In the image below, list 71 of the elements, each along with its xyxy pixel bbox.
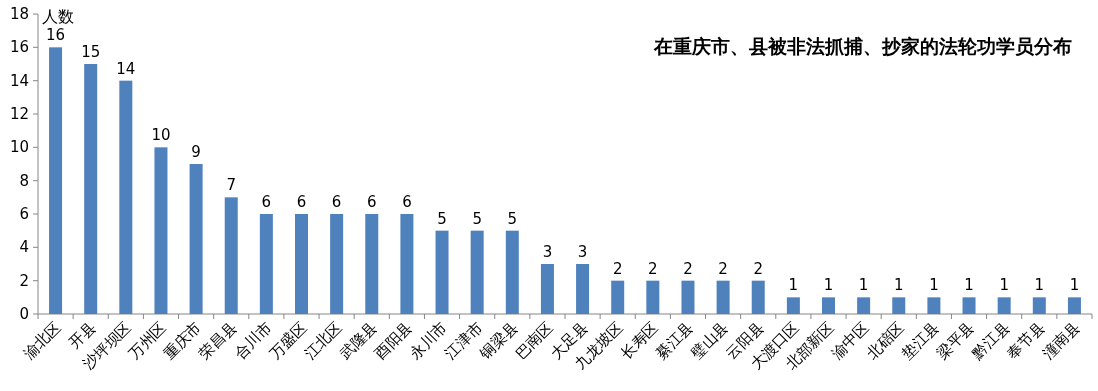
bar [154,147,168,314]
data-label: 6 [366,193,377,211]
data-label: 1 [929,276,939,295]
y-tick-label: 8 [19,171,29,190]
data-label: 1 [858,276,869,295]
bar [295,214,308,314]
y-tick-label: 12 [9,105,29,123]
y-tick-label: 2 [19,271,29,290]
data-label: 15 [81,43,101,61]
data-label: 9 [191,143,201,161]
bar [786,297,800,314]
data-label: 3 [577,243,588,261]
bar [224,197,238,314]
bar [997,297,1011,314]
data-label: 1 [999,276,1009,295]
bar [400,214,414,314]
data-label: 7 [226,176,237,195]
bar [1032,297,1046,314]
bar [540,264,554,314]
bar [892,297,906,314]
data-label: 6 [331,193,342,211]
bar [962,297,976,314]
data-label: 16 [46,26,66,45]
y-tick-label: 18 [9,5,29,23]
bar [49,47,63,314]
bar [1067,297,1081,314]
data-label: 6 [402,193,412,211]
y-tick-label: 10 [9,138,29,157]
bar [611,280,625,314]
bar [716,280,730,314]
data-label: 1 [893,276,904,295]
bar [189,164,203,314]
data-label: 6 [261,193,272,211]
data-label: 1 [964,276,974,295]
y-axis-title: 人数 [42,7,74,26]
data-label: 6 [296,193,307,211]
y-tick-label: 6 [19,205,29,223]
bar [927,297,941,314]
data-label: 2 [718,259,728,278]
bar [505,230,519,314]
bar [822,297,835,314]
data-label: 5 [472,209,482,228]
bar [857,297,871,314]
bar [119,80,133,314]
data-label: 1 [788,276,799,295]
data-label: 2 [753,259,764,278]
data-label: 1 [823,276,834,295]
bar [576,264,590,314]
bar [435,230,449,314]
data-label: 2 [683,259,693,278]
data-label: 10 [151,126,171,145]
data-label: 1 [1034,276,1045,295]
y-tick-label: 16 [9,38,29,57]
data-label: 2 [612,259,623,278]
bar [751,280,765,314]
bar [259,214,273,314]
data-label: 3 [542,243,553,261]
bar [646,280,660,314]
bar [470,230,484,314]
data-label: 2 [648,259,658,278]
bar [84,64,98,314]
data-label: 5 [507,209,518,228]
data-label: 1 [1069,276,1080,295]
bar [330,214,344,314]
y-tick-label: 4 [19,238,29,257]
bar [681,280,695,314]
y-tick-label: 14 [9,71,29,90]
data-label: 5 [437,209,447,228]
data-label: 14 [116,59,136,78]
text: 在重庆市、县被非法抓捕、抄家的法轮功学员分布 [653,35,1072,57]
bar [365,214,379,314]
